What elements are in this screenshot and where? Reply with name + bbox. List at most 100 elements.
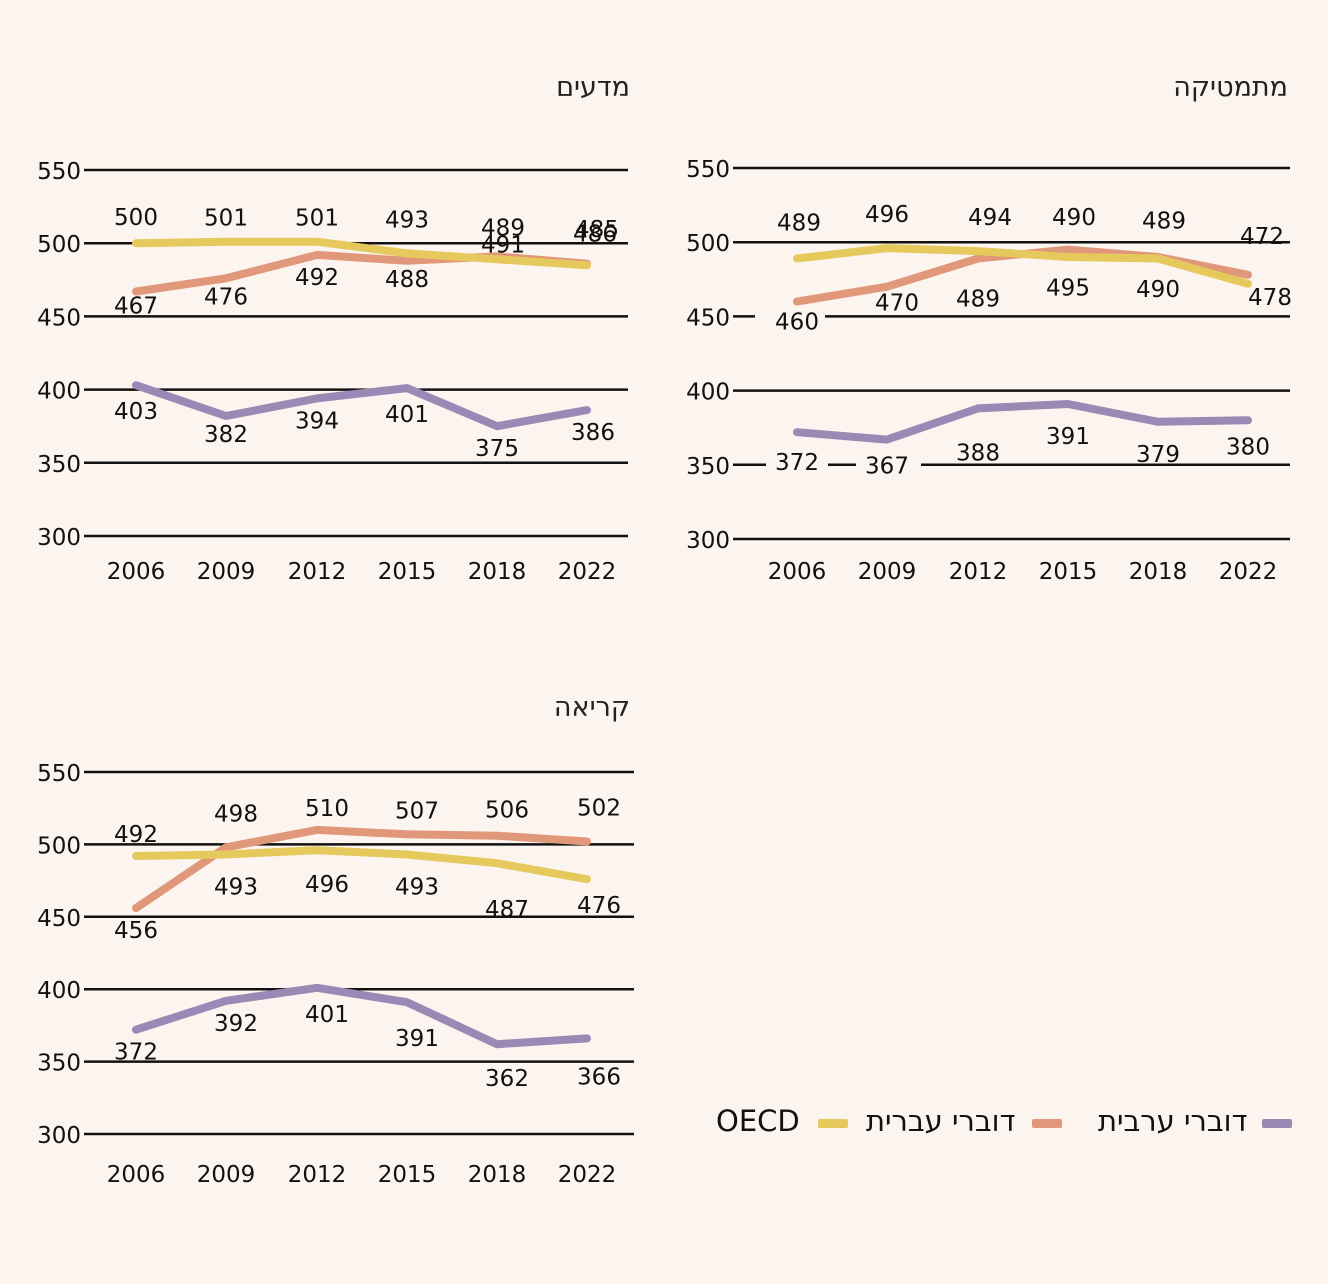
reading-xtick-label-2022: 2022 — [558, 1162, 617, 1188]
legend-label-oecd: OECD — [716, 1104, 800, 1138]
science-ytick-label-500: 500 — [37, 232, 81, 258]
reading-data-label-oecd-2015: 493 — [395, 875, 439, 901]
science-data-label-hebrew-2015: 488 — [385, 267, 429, 293]
math-data-label-arabic-2009: 367 — [865, 454, 909, 480]
reading-data-label-arabic-2006: 372 — [114, 1040, 158, 1066]
science-xtick-label-2018: 2018 — [468, 559, 527, 585]
math-ytick-label-300: 300 — [686, 528, 730, 554]
science-data-label-oecd-2009: 501 — [204, 206, 248, 232]
reading-data-label-hebrew-2015: 507 — [395, 798, 439, 824]
science-data-label-hebrew-2018: 491 — [481, 232, 525, 258]
science-ytick-label-350: 350 — [37, 452, 81, 478]
science-data-label-arabic-2022: 386 — [571, 420, 615, 446]
science-data-label-oecd-2015: 493 — [385, 207, 429, 233]
reading-xtick-label-2015: 2015 — [378, 1162, 437, 1188]
math-data-label-oecd-2022: 472 — [1240, 224, 1284, 250]
reading-data-label-hebrew-2018: 506 — [485, 798, 529, 824]
reading-xtick-label-2018: 2018 — [468, 1162, 527, 1188]
math-chart: 300 350 400 450 500 550 2006 2009 2012 2015 2018 20… — [686, 157, 1292, 585]
math-data-label-arabic-2015: 391 — [1046, 424, 1090, 450]
reading-data-label-oecd-2006: 492 — [114, 822, 158, 848]
math-series-line-oecd — [793, 244, 1252, 288]
reading-ytick-label-550: 550 — [37, 761, 81, 787]
math-data-label-oecd-2009: 496 — [865, 202, 909, 228]
reading-ytick-label-450: 450 — [37, 906, 81, 932]
reading-chart: 300 350 400 450 500 550 2006 2009 2012 2015 2018 20… — [37, 761, 634, 1188]
reading-xtick-label-2006: 2006 — [107, 1162, 166, 1188]
math-data-label-arabic-2022: 380 — [1226, 434, 1270, 460]
math-xtick-label-2022: 2022 — [1219, 559, 1278, 585]
reading-data-label-arabic-2009: 392 — [214, 1011, 258, 1037]
legend-swatch-arabic — [1262, 1119, 1292, 1128]
science-xtick-label-2022: 2022 — [558, 559, 617, 585]
math-data-label-oecd-2018: 489 — [1142, 209, 1186, 235]
science-ytick-label-300: 300 — [37, 525, 81, 551]
reading-data-label-oecd-2022: 476 — [577, 893, 621, 919]
math-data-label-oecd-2015: 490 — [1052, 205, 1096, 231]
reading-data-label-arabic-2018: 362 — [485, 1066, 529, 1092]
science-series-line-oecd — [132, 237, 591, 270]
legend: OECD דוברי עברית דוברי ערבית — [700, 1100, 1300, 1144]
reading-series-line-arabic — [132, 983, 591, 1049]
science-data-label-oecd-2018: 489 — [481, 215, 525, 241]
science-xtick-label-2006: 2006 — [107, 559, 166, 585]
reading-ytick-label-400: 400 — [37, 978, 81, 1004]
science-data-label-arabic-2018: 375 — [475, 436, 519, 462]
math-data-label-hebrew-2006: 460 — [775, 310, 819, 336]
reading-data-label-hebrew-2022: 502 — [577, 796, 621, 822]
reading-data-label-arabic-2022: 366 — [577, 1064, 621, 1090]
math-ytick-label-550: 550 — [686, 157, 730, 183]
science-data-label-arabic-2006: 403 — [114, 399, 158, 425]
reading-data-label-oecd-2012: 496 — [305, 872, 349, 898]
science-data-label-hebrew-2022: 486 — [573, 222, 617, 248]
math-data-label-arabic-2018: 379 — [1136, 442, 1180, 468]
math-data-label-hebrew-2022: 478 — [1248, 285, 1292, 311]
reading-data-label-arabic-2012: 401 — [305, 1002, 349, 1028]
science-ytick-label-550: 550 — [37, 159, 81, 185]
legend-label-arabic: דוברי ערבית — [1098, 1104, 1248, 1138]
science-ytick-label-450: 450 — [37, 305, 81, 331]
math-title: מתמטיקה — [1173, 72, 1288, 103]
math-xtick-label-2012: 2012 — [949, 559, 1008, 585]
reading-xtick-label-2012: 2012 — [288, 1162, 347, 1188]
math-data-label-arabic-2006: 372 — [775, 450, 819, 476]
legend-item-hebrew: דוברי עברית — [864, 1100, 1074, 1144]
legend-swatch-hebrew — [1032, 1119, 1062, 1128]
math-data-label-hebrew-2012: 489 — [956, 287, 1000, 313]
math-ytick-label-450: 450 — [686, 305, 730, 331]
math-ytick-label-350: 350 — [686, 454, 730, 480]
math-xtick-label-2006: 2006 — [768, 559, 827, 585]
math-ytick-label-400: 400 — [686, 380, 730, 406]
science-data-label-arabic-2012: 394 — [295, 408, 339, 434]
legend-swatch-oecd — [818, 1119, 848, 1128]
math-data-label-oecd-2012: 494 — [968, 205, 1012, 231]
science-data-label-oecd-2006: 500 — [114, 205, 158, 231]
science-data-label-arabic-2015: 401 — [385, 402, 429, 428]
reading-data-label-hebrew-2009: 498 — [214, 801, 258, 827]
math-xtick-label-2015: 2015 — [1039, 559, 1098, 585]
math-data-label-hebrew-2018: 490 — [1136, 277, 1180, 303]
reading-data-label-arabic-2015: 391 — [395, 1026, 439, 1052]
science-data-label-oecd-2022: 485 — [575, 217, 619, 243]
math-data-label-arabic-2012: 388 — [956, 440, 1000, 466]
legend-item-oecd: OECD — [714, 1100, 848, 1144]
science-data-label-hebrew-2009: 476 — [204, 284, 248, 310]
science-series-line-arabic — [132, 381, 591, 431]
science-xtick-label-2012: 2012 — [288, 559, 347, 585]
science-title: מדעים — [556, 72, 630, 103]
reading-data-label-hebrew-2006: 456 — [114, 918, 158, 944]
math-xtick-label-2009: 2009 — [858, 559, 917, 585]
legend-item-arabic: דוברי ערבית — [1096, 1100, 1296, 1144]
science-chart: 300 350 400 450 500 550 2006 2009 2012 2015 2018 20… — [37, 159, 628, 585]
math-data-label-oecd-2006: 489 — [777, 211, 821, 237]
reading-data-label-oecd-2018: 487 — [485, 897, 529, 923]
math-data-label-hebrew-2015: 495 — [1046, 276, 1090, 302]
science-data-label-oecd-2012: 501 — [295, 206, 339, 232]
math-xtick-label-2018: 2018 — [1129, 559, 1188, 585]
reading-xtick-label-2009: 2009 — [197, 1162, 256, 1188]
science-data-label-hebrew-2006: 467 — [114, 294, 158, 320]
science-data-label-arabic-2009: 382 — [204, 422, 248, 448]
reading-ytick-label-500: 500 — [37, 833, 81, 859]
